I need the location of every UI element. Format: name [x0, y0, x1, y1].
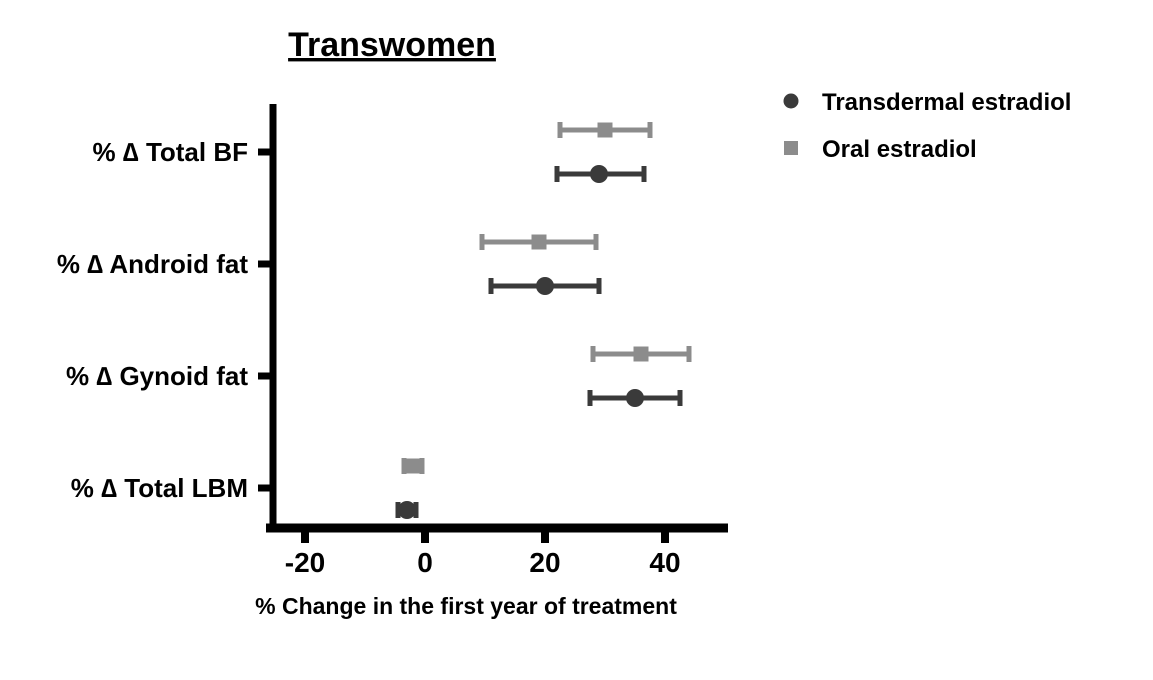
x-tick-label: 40	[649, 547, 680, 578]
data-point-square	[531, 234, 547, 250]
x-tick-label: 0	[417, 547, 433, 578]
category-label: % ∆ Total LBM	[71, 473, 248, 503]
category-label: % ∆ Gynoid fat	[66, 361, 248, 391]
x-tick-label: 20	[529, 547, 560, 578]
legend-label-oral: Oral estradiol	[822, 136, 977, 163]
data-point-square	[633, 346, 649, 362]
data-point-circle	[626, 389, 644, 407]
legend-marker-transdermal-circle-icon	[783, 93, 799, 109]
data-point-square	[597, 122, 613, 138]
plot-area: -20 0 20 40 % ∆ Total BF % ∆ Android fat % ∆ G…	[57, 104, 728, 578]
data-point-circle	[398, 501, 416, 519]
legend: Transdermal estradiol Oral estradiol	[783, 89, 1071, 163]
x-tick-label: -20	[285, 547, 325, 578]
data-point-circle	[536, 277, 554, 295]
category-label: % ∆ Android fat	[57, 249, 248, 279]
legend-label-transdermal: Transdermal estradiol	[822, 89, 1071, 116]
legend-marker-oral-square-icon	[784, 141, 798, 155]
x-axis-label: % Change in the first year of treatment	[255, 593, 677, 619]
data-point-square	[405, 458, 421, 474]
data-point-circle	[590, 165, 608, 183]
category-label: % ∆ Total BF	[92, 137, 248, 167]
chart-title: Transwomen	[288, 26, 496, 64]
